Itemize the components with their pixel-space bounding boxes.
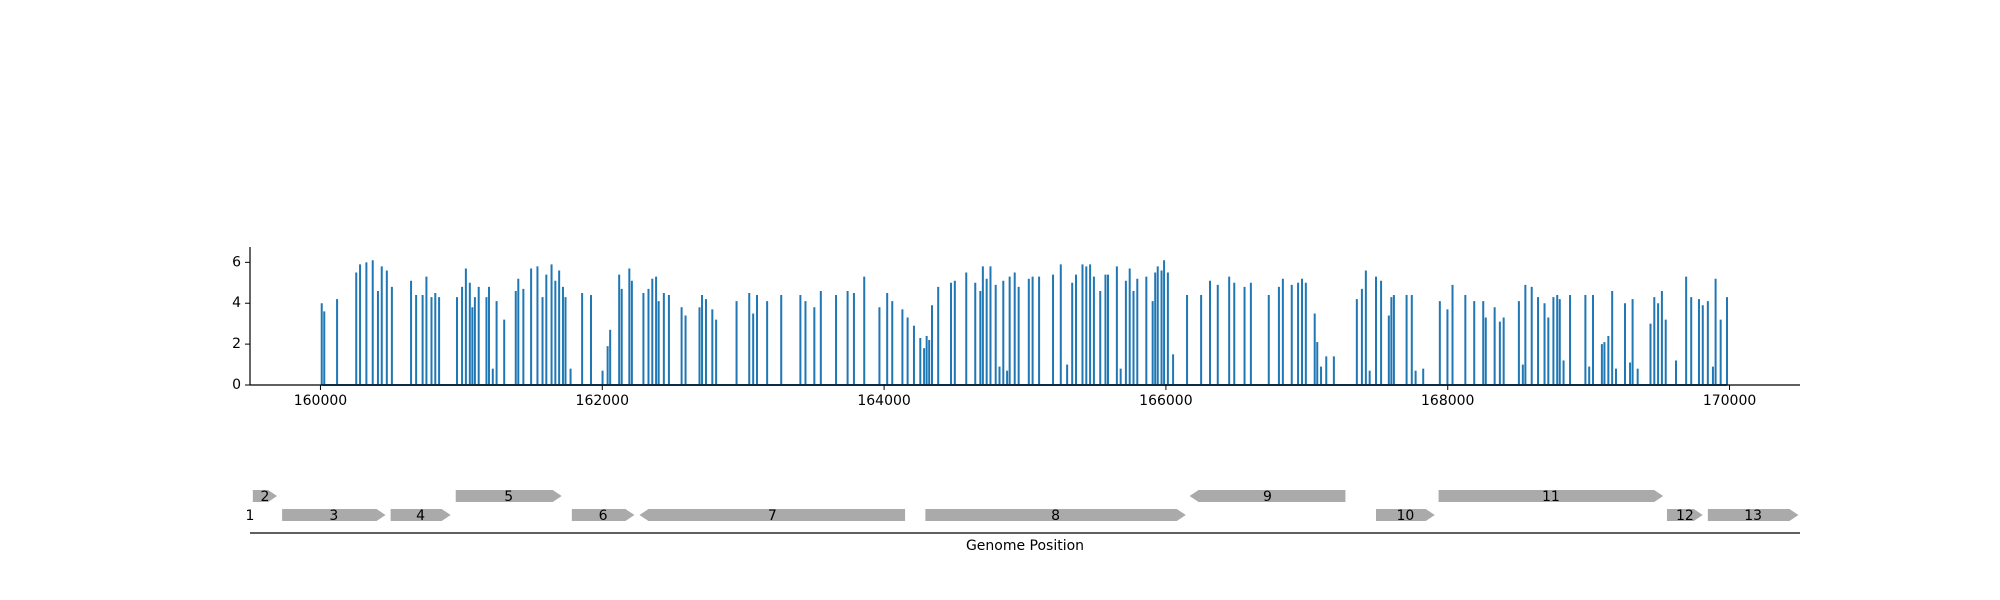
gene-label: 3 [329,508,338,524]
gene-arrow [1376,509,1435,521]
gene-label: 4 [416,508,425,524]
x-tick-label: 160000 [294,393,347,409]
y-tick-label: 6 [232,254,241,270]
gene-arrow [1438,490,1664,502]
x-tick-label: 168000 [1421,393,1474,409]
gene-label: 9 [1263,489,1272,505]
y-tick-label: 0 [232,377,241,393]
gene-arrow [925,509,1186,521]
y-tick-label: 2 [232,336,241,352]
gene-label: 2 [260,489,269,505]
x-axis-label: Genome Position [966,538,1084,554]
x-tick-label: 166000 [1139,393,1192,409]
gene-arrow [390,509,451,521]
x-tick-label: 162000 [576,393,629,409]
gene-arrow [571,509,635,521]
gene-label: 7 [768,508,777,524]
gene-arrow [1707,509,1799,521]
y-tick-label: 4 [232,295,241,311]
gene-arrow [252,490,278,502]
gene-arrow [1666,509,1703,521]
x-tick-label: 170000 [1703,393,1756,409]
x-tick-label: 164000 [857,393,910,409]
gene-label: 11 [1542,489,1560,505]
gene-label: 5 [504,489,513,505]
gene-label: 13 [1744,508,1762,524]
gene-label: 10 [1396,508,1414,524]
gene-arrow [455,490,562,502]
gene-arrow [639,509,906,521]
gene-arrow [282,509,386,521]
gene-label: 12 [1676,508,1694,524]
gene-label: 6 [599,508,608,524]
gene-arrow [1189,490,1346,502]
gene-label: 1 [246,508,255,524]
gene-label: 8 [1051,508,1060,524]
